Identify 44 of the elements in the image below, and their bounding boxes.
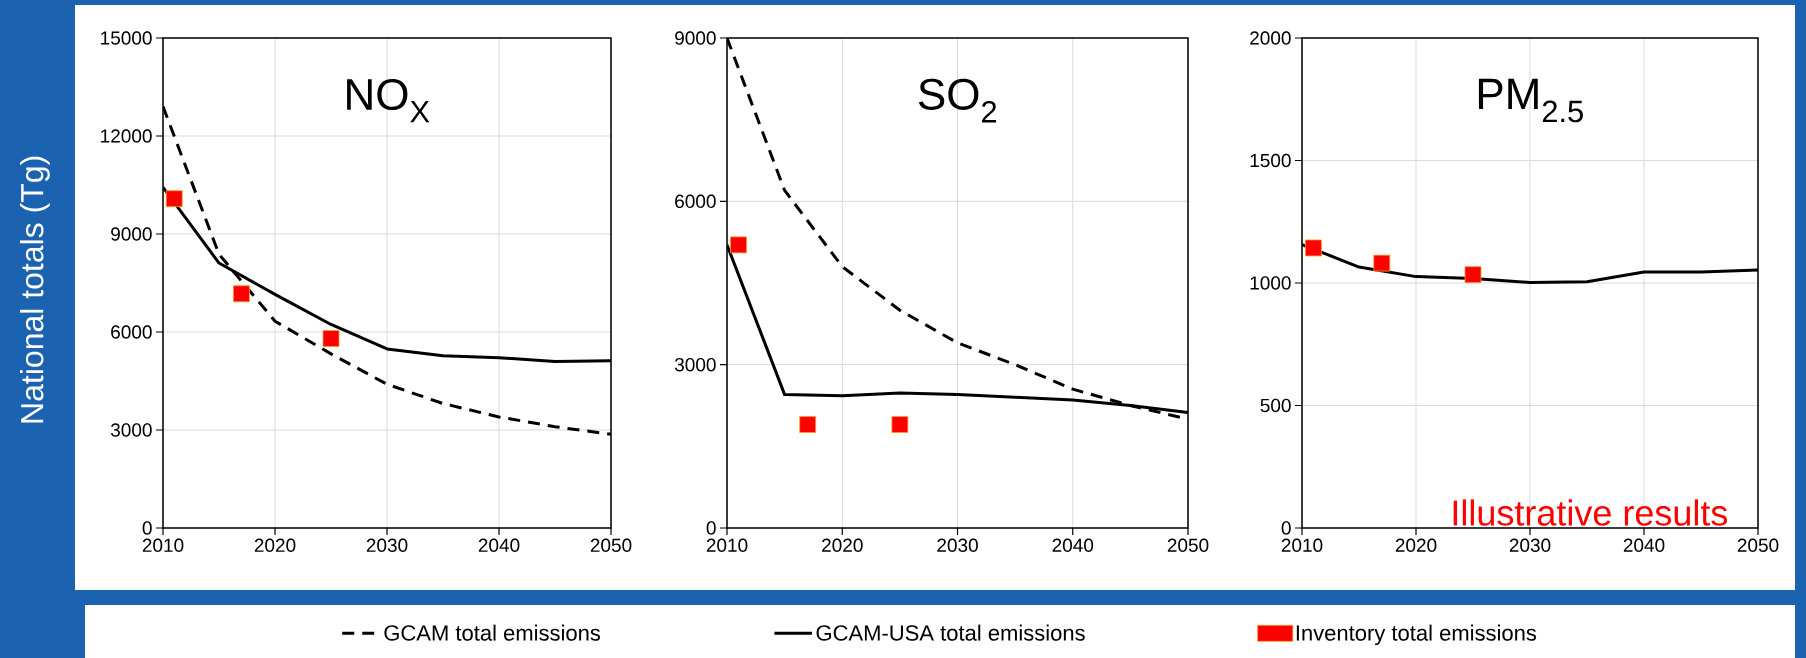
x-tick-label: 2010 [1281, 538, 1323, 552]
point [165, 190, 183, 208]
x-tick-label: 2020 [254, 538, 296, 552]
legend-label: GCAM total emissions [384, 624, 601, 641]
y-tick-label: 6000 [675, 194, 716, 209]
y-tick-label: 15000 [101, 31, 152, 45]
x-tick-label: 2050 [590, 538, 632, 552]
y-tick-label: 1500 [1250, 153, 1291, 168]
x-tick-label: 2040 [1052, 538, 1094, 552]
text: NO$_{X}$ [347, 78, 430, 123]
y-tick-label: 12000 [101, 129, 152, 143]
y-tick-label: 9000 [111, 227, 152, 241]
annotation: Illustrative results [1453, 499, 1728, 526]
x-tick-label: 2020 [1395, 538, 1437, 552]
legend-label: Inventory total emissions [1296, 624, 1537, 646]
x-tick-label: 2020 [822, 538, 863, 552]
x-tick-label: 2030 [366, 538, 408, 552]
y-tick-label: 0 [142, 521, 152, 535]
y-tick-label: 2000 [1250, 31, 1291, 45]
legend-label: GCAM-USA total emissions [816, 624, 1085, 641]
x-tick-label: 2030 [937, 538, 978, 552]
y-tick-label: 3000 [110, 423, 152, 437]
x-tick-label: 2010 [706, 538, 748, 552]
x-tick-label: 2040 [478, 538, 520, 552]
x-tick-label: 2040 [1623, 538, 1665, 552]
text: SO$_{2}$ [918, 78, 997, 123]
y-tick-label: 500 [1260, 398, 1291, 413]
y-tick-label: 6000 [111, 325, 152, 339]
point [1373, 254, 1391, 272]
y-tick-label: 9000 [675, 31, 716, 45]
y-axis-title: National totals (Tg) [19, 156, 50, 423]
x-tick-label: 2050 [1167, 538, 1209, 552]
y-tick-label: 0 [1281, 521, 1291, 535]
y-tick-label: 0 [706, 521, 716, 535]
y-tick-label: 1000 [1250, 276, 1291, 290]
point [322, 330, 340, 347]
point [1464, 266, 1482, 284]
point [1305, 239, 1322, 257]
text: PM$_{2.5}$ [1478, 78, 1583, 123]
x-tick-label: 2030 [1509, 538, 1551, 552]
x-tick-label: 2010 [142, 538, 184, 552]
point [233, 285, 250, 303]
x-tick-label: 2050 [1737, 538, 1779, 552]
y-tick-label: 3000 [674, 357, 716, 372]
